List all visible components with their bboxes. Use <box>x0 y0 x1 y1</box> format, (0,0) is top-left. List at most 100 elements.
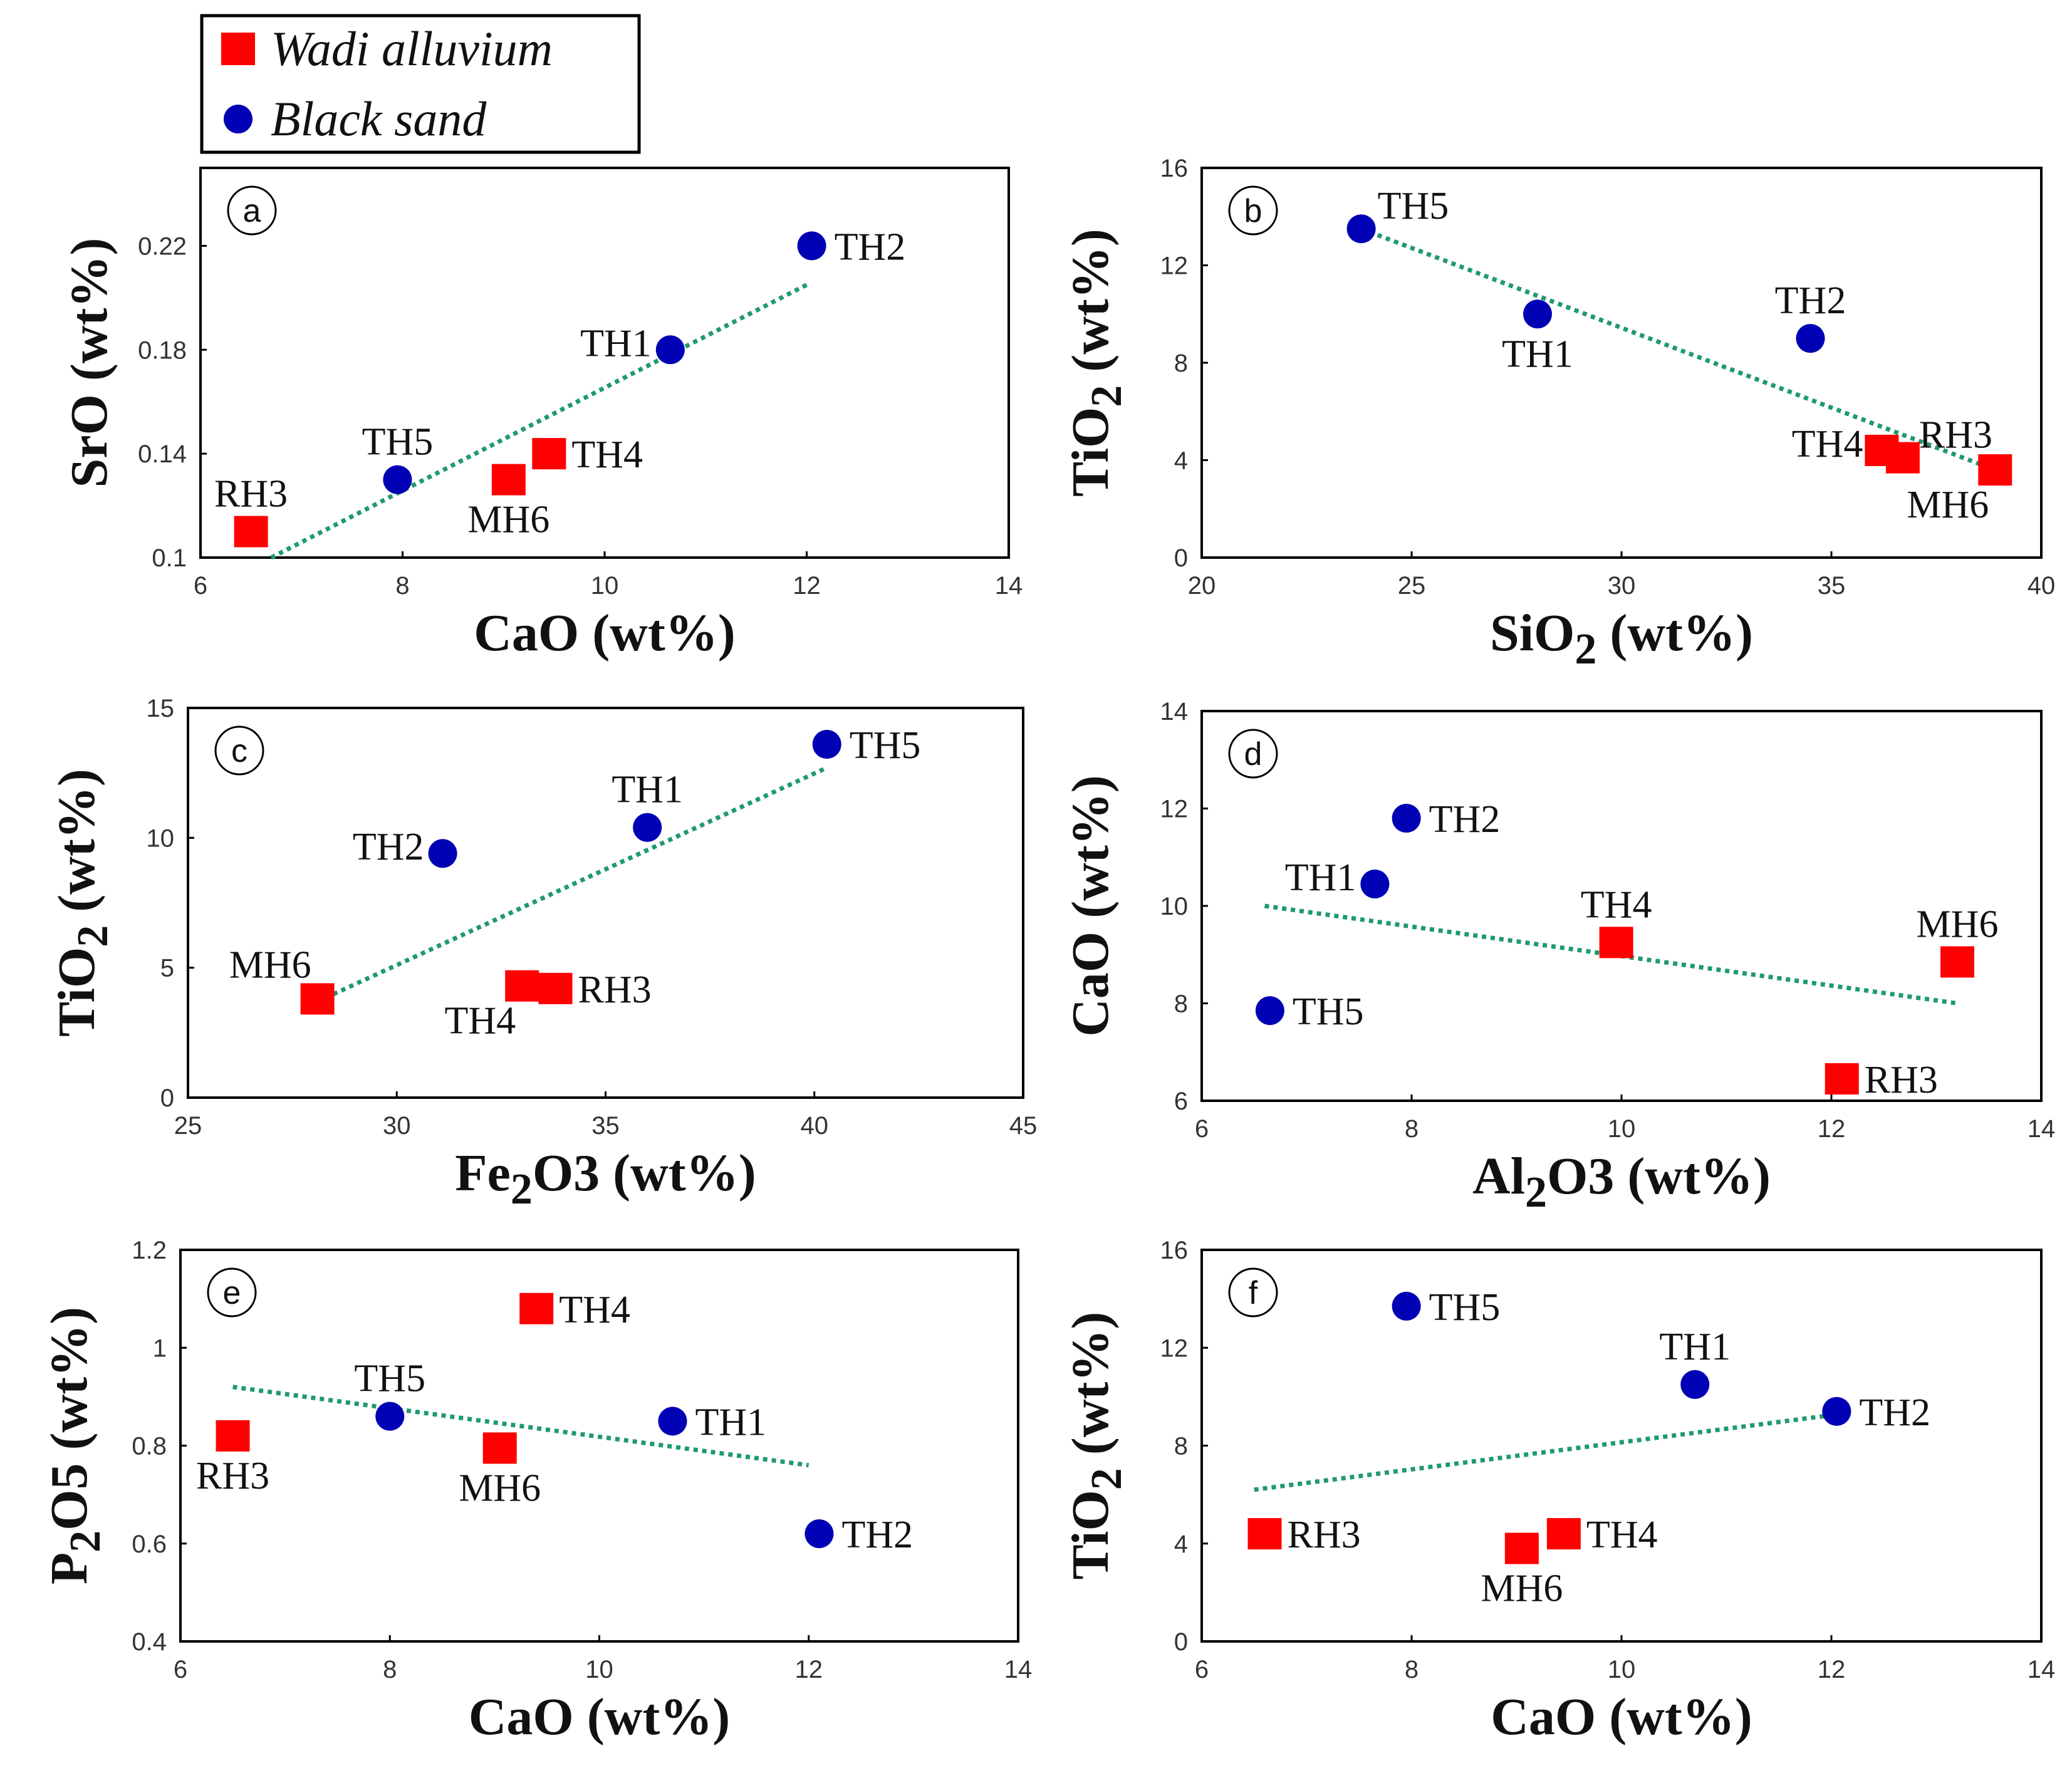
y-axis-label-unit: (wt%) <box>60 238 118 395</box>
point-label-th1: TH1 <box>1502 333 1573 375</box>
point-th1 <box>658 1406 687 1436</box>
y-axis-label-subscript: 2 <box>61 1531 110 1552</box>
x-axis-label: Al2O3 (wt%) <box>1472 1147 1771 1217</box>
x-tick-label: 8 <box>1405 1656 1419 1683</box>
point-th4 <box>532 438 566 470</box>
plot-frame-a <box>199 167 1010 559</box>
x-axis-label-subscript: 2 <box>511 1165 533 1214</box>
point-th5 <box>383 465 412 494</box>
legend-marker-black-sand <box>224 105 252 133</box>
point-rh3 <box>216 1420 250 1452</box>
x-axis-label: CaO (wt%) <box>469 1688 731 1746</box>
panel-letter-circle <box>1228 185 1278 236</box>
y-axis-label-subscript: 2 <box>1083 1468 1131 1490</box>
x-tick-label: 10 <box>1608 1115 1636 1143</box>
panel-letter-circle <box>1228 1267 1278 1318</box>
panel-letter: b <box>1244 193 1262 229</box>
point-label-rh3: RH3 <box>1288 1514 1361 1556</box>
point-label-th2: TH2 <box>353 826 424 868</box>
y-tick-label: 1.2 <box>132 1237 167 1264</box>
point-label-th1: TH1 <box>580 322 652 365</box>
x-tick-label: 35 <box>1818 572 1846 600</box>
y-axis-label: SrO (wt%) <box>60 238 118 488</box>
y-axis-label: TiO2 (wt%) <box>48 769 117 1037</box>
point-th2 <box>1392 804 1421 833</box>
x-tick-label: 12 <box>1818 1115 1846 1143</box>
x-axis-label-unit: (wt%) <box>600 1144 756 1202</box>
y-axis-label: TiO2 (wt%) <box>1061 1312 1131 1580</box>
x-tick-label: 10 <box>591 572 619 600</box>
point-label-th1: TH1 <box>1285 856 1356 899</box>
x-tick-label: 12 <box>1818 1656 1846 1683</box>
point-mh6 <box>482 1432 517 1464</box>
point-label-th5: TH5 <box>1429 1286 1501 1329</box>
x-tick-label: 45 <box>1009 1112 1038 1140</box>
y-tick-label: 8 <box>1174 1433 1188 1460</box>
y-axis-label-main: SrO <box>60 394 118 487</box>
x-tick-label: 25 <box>174 1112 202 1140</box>
panel-letter-circle <box>207 1267 257 1318</box>
point-label-th2: TH2 <box>1859 1391 1930 1434</box>
panel-letter: a <box>243 193 261 229</box>
point-label-mh6: MH6 <box>467 499 549 541</box>
y-tick-label: 0.18 <box>138 336 187 364</box>
x-tick-label: 12 <box>793 572 821 600</box>
x-axis-label-main: CaO <box>1491 1688 1596 1746</box>
point-label-rh3: RH3 <box>578 969 652 1011</box>
y-tick-label: 0.22 <box>138 232 187 260</box>
x-axis-label-subscript: 2 <box>1575 625 1596 673</box>
trend-line <box>1360 226 1996 472</box>
x-tick-label: 6 <box>174 1656 187 1683</box>
panel-letter-circle <box>214 725 264 776</box>
y-tick-label: 4 <box>1174 1531 1188 1558</box>
x-axis-label: SiO2 (wt%) <box>1490 604 1753 673</box>
x-tick-label: 30 <box>383 1112 411 1140</box>
plot-frame-d <box>1200 710 2043 1102</box>
y-tick-label: 0 <box>1174 544 1188 572</box>
legend: Wadi alluvium Black sand <box>200 14 641 154</box>
point-th2 <box>1822 1396 1851 1426</box>
point-label-th4: TH4 <box>1581 883 1652 926</box>
point-th4 <box>1599 927 1633 959</box>
point-label-mh6: MH6 <box>1907 484 1989 526</box>
trend-line <box>232 1385 810 1468</box>
y-tick-label: 16 <box>1160 1237 1189 1264</box>
point-label-mh6: MH6 <box>459 1467 541 1509</box>
point-label-th2: TH2 <box>835 226 906 268</box>
x-axis-label-unit: (wt%) <box>1596 604 1753 662</box>
x-tick-label: 6 <box>1195 1656 1209 1683</box>
y-axis-label: P2O5 (wt%) <box>40 1307 110 1584</box>
x-tick-label: 40 <box>2028 572 2056 600</box>
legend-label-wadi-alluvium: Wadi alluvium <box>271 21 553 76</box>
point-label-th1: TH1 <box>1659 1326 1731 1368</box>
point-label-th5: TH5 <box>1293 990 1364 1033</box>
point-label-th2: TH2 <box>841 1514 913 1556</box>
x-axis-label: CaO (wt%) <box>474 604 736 662</box>
y-axis-label-unit: (wt%) <box>40 1307 98 1463</box>
point-rh3 <box>1825 1063 1859 1095</box>
panel-letter-circle <box>1228 729 1278 779</box>
point-mh6 <box>1940 946 1974 978</box>
point-th2 <box>804 1519 834 1549</box>
y-axis-label-main: P <box>40 1552 98 1584</box>
point-th1 <box>655 335 685 365</box>
y-tick-label: 12 <box>1160 796 1189 823</box>
y-tick-label: 0.1 <box>152 544 187 572</box>
x-axis-label-main: SiO <box>1490 604 1575 662</box>
point-th4 <box>519 1292 554 1324</box>
plot-frame-f <box>1200 1249 2043 1643</box>
y-axis-label: CaO (wt%) <box>1061 775 1120 1037</box>
x-axis-label-unit: (wt%) <box>1614 1147 1771 1205</box>
point-label-th4: TH4 <box>559 1289 630 1331</box>
y-tick-label: 15 <box>147 695 175 722</box>
y-axis-label-main: TiO <box>1061 407 1120 497</box>
point-th1 <box>1523 299 1552 329</box>
x-tick-label: 8 <box>395 572 409 600</box>
x-tick-label: 8 <box>1405 1115 1419 1143</box>
panel-letter: f <box>1249 1275 1258 1311</box>
point-label-th4: TH4 <box>445 1000 516 1042</box>
